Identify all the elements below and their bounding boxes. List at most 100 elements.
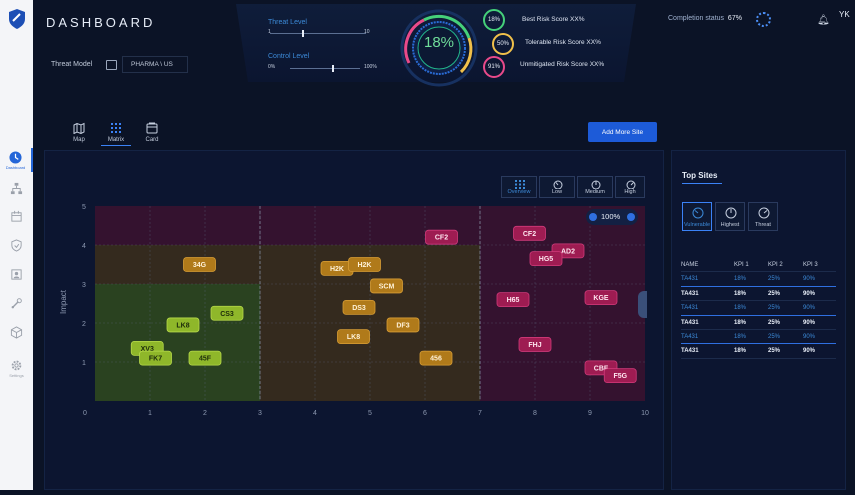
top-sites-vulnerable-button[interactable]: Vulnerable bbox=[682, 202, 712, 231]
table-cell: 25% bbox=[768, 276, 781, 283]
site-marker-box bbox=[370, 278, 403, 294]
filter-label: Medium bbox=[585, 189, 605, 195]
speedometer-icon bbox=[553, 180, 563, 189]
x-tick-label: 7 bbox=[478, 410, 482, 417]
sidebar-item-tools[interactable] bbox=[0, 291, 33, 315]
site-marker-cf2[interactable]: CF2 bbox=[513, 225, 546, 241]
site-marker-lk8[interactable]: LK8 bbox=[166, 317, 200, 333]
y-tick-label: 3 bbox=[82, 282, 86, 289]
sidebar-item-dashboard[interactable]: Dashboard bbox=[0, 148, 33, 172]
view-tab-map[interactable]: Map bbox=[64, 122, 94, 143]
site-marker-label: H2K bbox=[330, 266, 344, 273]
top-sites-title-underline bbox=[682, 183, 722, 184]
y-tick-label: 1 bbox=[82, 360, 86, 367]
site-marker-label: H65 bbox=[507, 297, 520, 304]
site-marker-lk8[interactable]: LK8 bbox=[337, 329, 370, 345]
best-risk-ring: 18% bbox=[483, 9, 505, 31]
site-marker-cf2[interactable]: CF2 bbox=[425, 229, 458, 245]
x-tick-label: 10 bbox=[641, 410, 649, 417]
filter-low-button[interactable]: Low bbox=[539, 176, 575, 198]
x-tick-label: 0 bbox=[83, 410, 87, 417]
speedometer-icon bbox=[725, 207, 737, 219]
site-marker-f5g[interactable]: F5G bbox=[603, 368, 637, 384]
site-marker-cs3[interactable]: CS3 bbox=[210, 305, 244, 321]
site-marker-box bbox=[210, 305, 244, 321]
table-row[interactable]: TA431 18% 25% 90% bbox=[681, 330, 836, 345]
table-cell: 25% bbox=[768, 305, 781, 312]
site-marker-box bbox=[584, 290, 618, 306]
cube-icon bbox=[10, 325, 23, 339]
table-row[interactable]: TA431 18% 25% 90% bbox=[681, 287, 836, 302]
control-level-slider-handle[interactable] bbox=[332, 65, 334, 72]
table-row[interactable]: TA431 18% 25% 90% bbox=[681, 344, 836, 359]
site-marker-456[interactable]: 456 bbox=[419, 350, 453, 366]
threat-level-max: 10 bbox=[364, 29, 370, 35]
site-marker-34g[interactable]: 34G bbox=[183, 257, 216, 272]
site-marker-h2k[interactable]: H2K bbox=[348, 257, 381, 272]
site-marker-scm[interactable]: SCM bbox=[370, 278, 403, 294]
sidebar-item-contact[interactable] bbox=[0, 262, 33, 286]
site-marker-label: LK8 bbox=[176, 322, 189, 329]
threat-level-track bbox=[270, 33, 366, 34]
risk-gauge-value: 18% bbox=[423, 34, 455, 51]
filter-medium-button[interactable]: Medium bbox=[577, 176, 613, 198]
speedometer-icon bbox=[626, 180, 636, 189]
site-marker-fhj[interactable]: FHJ bbox=[518, 337, 552, 352]
add-more-site-button[interactable]: Add More Site bbox=[588, 122, 657, 142]
sidebar-item-calendar[interactable] bbox=[0, 204, 33, 228]
view-tab-card[interactable]: Card bbox=[137, 122, 167, 143]
top-sites-threat-button[interactable]: Threat bbox=[748, 202, 778, 231]
chart-points: 34G LK8 CS3 XV3 FK7 45F H2K H2K SCM DS3 DF3 LK8 456 C… bbox=[130, 225, 637, 384]
site-marker-ds3[interactable]: DS3 bbox=[342, 300, 376, 315]
x-tick-label: 8 bbox=[533, 410, 537, 417]
table-cell: TA431 bbox=[681, 276, 699, 283]
sidebar-item-hierarchy[interactable] bbox=[0, 176, 33, 200]
x-tick-label: 3 bbox=[258, 410, 262, 417]
zoom-in-icon[interactable] bbox=[627, 213, 635, 221]
table-row[interactable]: TA431 18% 25% 90% bbox=[681, 272, 836, 287]
sidebar-item-settings[interactable]: Settings bbox=[0, 356, 33, 380]
view-tab-matrix[interactable]: Matrix bbox=[101, 122, 131, 146]
filter-overview-button[interactable]: Overview bbox=[501, 176, 537, 198]
sidebar-item-label: Settings bbox=[9, 372, 24, 378]
site-marker-hg5[interactable]: HG5 bbox=[529, 251, 563, 267]
hierarchy-icon bbox=[10, 182, 23, 194]
table-row[interactable]: TA431 18% 25% 90% bbox=[681, 316, 836, 330]
sidebar-item-shield[interactable] bbox=[0, 233, 33, 257]
control-level-max: 100% bbox=[364, 64, 377, 70]
sidebar-item-cube[interactable] bbox=[0, 320, 33, 344]
site-marker-label: 456 bbox=[430, 356, 442, 363]
site-marker-fk7[interactable]: FK7 bbox=[139, 350, 172, 366]
top-sites-highest-button[interactable]: Highest bbox=[715, 202, 745, 231]
bell-icon[interactable]: 🔔︎ bbox=[817, 15, 830, 26]
completion-status: Completion status 67% bbox=[668, 15, 742, 22]
site-marker-kge[interactable]: KGE bbox=[584, 290, 618, 306]
site-marker-45f[interactable]: 45F bbox=[188, 350, 222, 366]
control-level-min: 0% bbox=[268, 64, 276, 70]
column-header: NAME bbox=[681, 262, 699, 268]
table-cell: 25% bbox=[768, 348, 781, 355]
unmitigated-risk-ring: 91% bbox=[483, 56, 505, 78]
site-marker-label: DS3 bbox=[352, 305, 366, 312]
site-marker-label: CS3 bbox=[220, 311, 234, 318]
site-marker-h65[interactable]: H65 bbox=[496, 292, 530, 307]
threat-model-select[interactable]: PHARMA \ US bbox=[122, 56, 188, 73]
filter-high-button[interactable]: High bbox=[615, 176, 645, 198]
site-marker-box bbox=[518, 337, 552, 352]
filter-label: High bbox=[624, 189, 636, 195]
zoom-level: 100% bbox=[601, 212, 621, 221]
zoom-out-icon[interactable] bbox=[589, 213, 597, 221]
unmitigated-risk-label: Unmitigated Risk Score XX% bbox=[520, 61, 605, 68]
site-marker-df3[interactable]: DF3 bbox=[386, 317, 420, 333]
site-marker-box bbox=[342, 300, 376, 315]
speedometer-icon bbox=[692, 207, 704, 219]
user-avatar[interactable]: YK bbox=[839, 10, 850, 19]
site-marker-label: DF3 bbox=[396, 322, 409, 329]
threat-level-slider-handle[interactable] bbox=[302, 30, 304, 37]
panel-collapse-handle[interactable] bbox=[638, 291, 647, 318]
table-cell: 90% bbox=[803, 333, 816, 340]
table-row[interactable]: TA431 18% 25% 90% bbox=[681, 301, 836, 316]
table-header-row: NAME KPI 1 KPI 2 KPI 3 bbox=[681, 258, 836, 273]
